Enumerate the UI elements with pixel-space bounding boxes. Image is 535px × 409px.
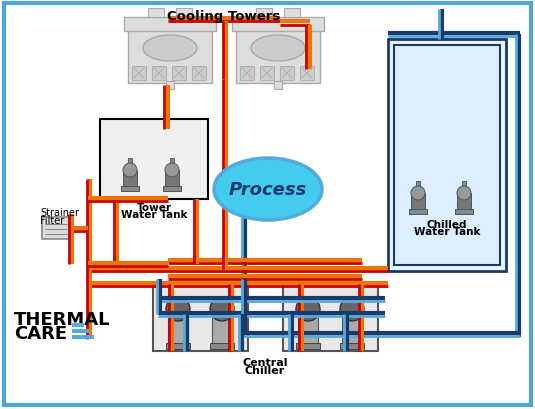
Bar (394, 46, 500, 265)
Bar (212, 311, 232, 346)
Circle shape (166, 297, 190, 321)
Text: Water Tank: Water Tank (414, 227, 480, 236)
Text: Water Tank: Water Tank (121, 209, 187, 220)
Bar (457, 193, 471, 209)
Bar (210, 343, 234, 349)
Ellipse shape (214, 159, 322, 220)
Bar (72, 329, 89, 333)
Bar (388, 40, 506, 271)
Bar (72, 323, 84, 327)
Bar (256, 9, 272, 18)
Bar (123, 171, 137, 187)
Bar (166, 343, 190, 349)
Bar (283, 283, 378, 351)
Circle shape (210, 297, 234, 321)
Bar (455, 209, 473, 214)
Bar (411, 193, 425, 209)
Bar (128, 26, 212, 84)
Bar (284, 9, 300, 18)
Ellipse shape (251, 36, 305, 62)
Bar (153, 283, 248, 351)
Bar (236, 26, 320, 84)
Bar (166, 82, 174, 90)
Ellipse shape (143, 36, 197, 62)
Bar (100, 120, 208, 200)
Bar (168, 311, 188, 346)
Bar (163, 187, 181, 191)
Circle shape (340, 297, 364, 321)
Text: Tower: Tower (136, 202, 172, 213)
Text: Central: Central (242, 357, 288, 367)
Text: Process: Process (229, 180, 307, 198)
Circle shape (457, 187, 471, 200)
Bar (280, 67, 294, 81)
Text: THERMAL: THERMAL (14, 310, 111, 328)
Text: Chiller: Chiller (245, 365, 285, 375)
Bar (260, 67, 274, 81)
Bar (124, 18, 216, 32)
Bar (340, 343, 364, 349)
Circle shape (411, 187, 425, 200)
Circle shape (123, 164, 137, 178)
Bar (132, 67, 146, 81)
Bar (342, 311, 362, 346)
Bar (128, 159, 132, 164)
Bar (148, 9, 164, 18)
Bar (176, 9, 192, 18)
Bar (298, 311, 318, 346)
Bar (42, 218, 70, 239)
Circle shape (296, 297, 320, 321)
Bar (409, 209, 427, 214)
Bar (296, 343, 320, 349)
Bar (192, 67, 206, 81)
Bar (172, 67, 186, 81)
Circle shape (165, 164, 179, 178)
Bar (416, 182, 420, 187)
Text: Strainer: Strainer (40, 207, 79, 218)
Bar (121, 187, 139, 191)
Text: Filter: Filter (40, 216, 64, 225)
Bar (232, 18, 324, 32)
Text: Chilled: Chilled (427, 220, 467, 229)
Bar (72, 335, 94, 339)
Bar (300, 67, 314, 81)
Text: Cooling Towers: Cooling Towers (167, 10, 281, 23)
Bar (170, 159, 174, 164)
Bar (240, 67, 254, 81)
Bar (274, 82, 282, 90)
Bar (462, 182, 466, 187)
Bar (165, 171, 179, 187)
Bar (152, 67, 166, 81)
Text: CARE: CARE (14, 324, 67, 342)
